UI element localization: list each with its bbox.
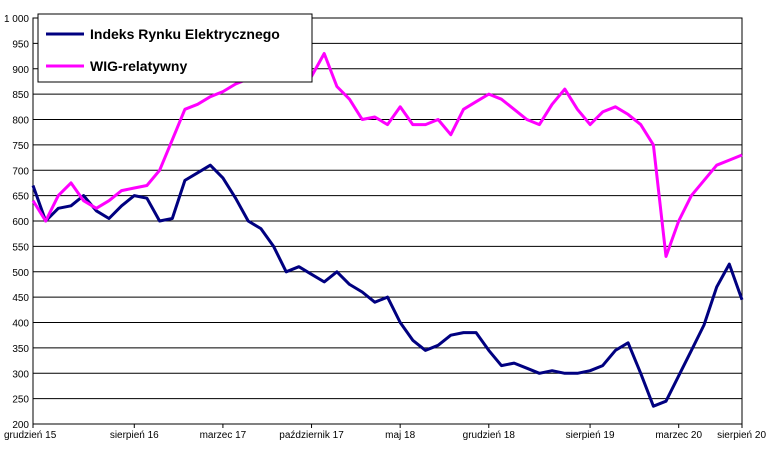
gridlines [33, 42, 742, 400]
x-tick-label: październik 17 [279, 430, 344, 441]
y-tick-label: 750 [12, 141, 29, 152]
y-tick-label: 700 [12, 166, 29, 177]
y-tick-label: 200 [12, 420, 29, 431]
legend-label-series-1: WIG-relatywny [90, 58, 187, 74]
y-tick-label: 600 [12, 217, 29, 228]
x-tick-label: sierpień 16 [110, 430, 159, 441]
series-line-0 [31, 163, 744, 408]
x-tick-label: sierpień 20 [717, 430, 766, 441]
y-tick-label: 300 [12, 369, 29, 380]
y-tick-label: 1 000 [4, 14, 29, 25]
series-layer [31, 52, 744, 408]
y-tick-label: 800 [12, 116, 29, 127]
x-tick-label: maj 18 [385, 430, 415, 441]
x-axis: grudzień 15 sierpień 16 marzec 17 październ… [4, 424, 766, 441]
y-tick-label: 450 [12, 293, 29, 304]
x-tick-label: grudzień 15 [4, 430, 57, 441]
legend: Indeks Rynku Elektrycznego WIG-relatywny [37, 13, 313, 83]
y-tick-label: 650 [12, 192, 29, 203]
y-tick-label: 350 [12, 344, 29, 355]
y-tick-label: 250 [12, 395, 29, 406]
y-axis: 200 250 300 350 400 450 500 550 600 650 700 750 800 8… [4, 14, 29, 431]
x-tick-label: marzec 17 [200, 430, 247, 441]
x-tick-label: sierpień 19 [566, 430, 615, 441]
series-line-1 [31, 52, 743, 258]
y-tick-label: 950 [12, 39, 29, 50]
y-tick-label: 500 [12, 268, 29, 279]
y-tick-label: 900 [12, 65, 29, 76]
x-tick-label: grudzień 18 [463, 430, 516, 441]
plot-frame [32, 17, 743, 425]
legend-box [37, 13, 313, 83]
y-tick-label: 400 [12, 319, 29, 330]
legend-label-series-0: Indeks Rynku Elektrycznego [90, 26, 280, 42]
y-tick-label: 550 [12, 242, 29, 253]
x-tick-label: marzec 20 [655, 430, 702, 441]
y-tick-label: 850 [12, 90, 29, 101]
